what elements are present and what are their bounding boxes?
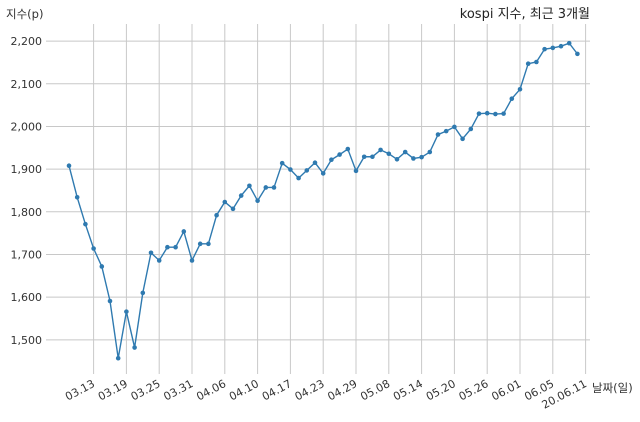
data-point — [99, 264, 105, 269]
data-point — [534, 59, 539, 65]
x-tick-label: 03.19 — [96, 377, 130, 403]
data-point — [140, 290, 146, 296]
x-tick-label: 03.31 — [161, 377, 195, 403]
data-point — [115, 355, 121, 361]
data-point — [493, 111, 498, 117]
x-tick-label: 04.29 — [325, 377, 359, 403]
data-point — [156, 258, 162, 263]
data-point — [370, 154, 375, 160]
data-point — [124, 309, 129, 314]
data-point — [247, 183, 252, 189]
y-tick-label: 2,200 — [11, 35, 43, 48]
data-point — [238, 193, 244, 198]
data-point — [337, 152, 342, 157]
data-point — [517, 87, 523, 92]
data-point — [419, 154, 424, 160]
x-tick-label: 05.20 — [424, 377, 458, 403]
data-point — [386, 151, 392, 157]
data-point — [189, 258, 195, 263]
data-point — [575, 51, 580, 57]
data-point — [132, 345, 137, 350]
grid — [46, 24, 590, 374]
x-tick-label: 05.14 — [391, 377, 425, 403]
x-tick-labels: 03.1303.1903.2503.3104.0604.1004.1704.23… — [63, 377, 589, 411]
data-point — [230, 206, 236, 212]
data-point — [197, 241, 203, 247]
data-point — [206, 241, 211, 247]
series — [66, 40, 580, 361]
y-tick-label: 2,100 — [11, 78, 43, 91]
data-point — [566, 40, 572, 46]
data-point — [279, 160, 285, 166]
data-point — [484, 110, 490, 116]
data-point — [361, 154, 367, 160]
data-point — [443, 128, 449, 134]
y-axis-title: 지수(p) — [6, 7, 43, 21]
data-point — [353, 168, 359, 174]
data-point — [476, 111, 482, 116]
data-point — [550, 45, 556, 51]
data-point — [304, 168, 310, 173]
x-tick-label: 04.17 — [260, 377, 294, 403]
data-point — [296, 175, 301, 181]
data-point — [107, 298, 113, 304]
data-point — [181, 229, 187, 234]
data-point — [435, 132, 441, 137]
data-point — [74, 194, 80, 200]
data-point — [558, 43, 564, 49]
data-point — [66, 163, 72, 169]
x-axis-title: 날짜(일) — [592, 381, 633, 395]
data-point — [255, 198, 260, 204]
x-tick-label: 04.10 — [227, 377, 261, 403]
y-tick-label: 2,000 — [11, 120, 43, 133]
data-point — [468, 126, 474, 132]
data-point — [83, 221, 88, 227]
chart-title: kospi 지수, 최근 3개월 — [460, 7, 590, 22]
x-tick-label: 04.23 — [293, 377, 327, 403]
data-point — [452, 124, 457, 130]
data-point — [320, 171, 326, 176]
data-point — [345, 146, 351, 152]
x-tick-label: 04.06 — [194, 377, 228, 403]
data-point — [91, 246, 96, 251]
x-tick-label: 06.01 — [489, 377, 523, 403]
y-tick-label: 1,500 — [11, 334, 43, 347]
data-point — [173, 244, 178, 250]
data-point — [312, 160, 318, 166]
data-point — [222, 199, 228, 205]
data-point — [509, 96, 515, 101]
data-point — [329, 157, 334, 163]
y-tick-labels: 1,500 1,600 1,700 1,800 1,900 2,000 2,100 2,200 — [11, 35, 43, 347]
data-point — [214, 212, 219, 218]
x-tick-label: 05.08 — [358, 377, 392, 403]
data-point — [411, 156, 416, 161]
data-point — [542, 46, 547, 52]
data-point — [165, 244, 170, 250]
x-tick-label: 03.25 — [129, 377, 163, 403]
data-point — [460, 136, 465, 142]
data-point — [525, 61, 531, 66]
data-point — [378, 147, 383, 153]
data-point — [288, 167, 293, 172]
data-point — [402, 149, 408, 155]
x-tick-label: 05.26 — [457, 377, 491, 403]
y-tick-label: 1,700 — [11, 248, 43, 261]
data-point — [394, 157, 400, 162]
data-point — [148, 250, 154, 256]
y-tick-label: 1,900 — [11, 163, 43, 176]
y-tick-label: 1,800 — [11, 206, 43, 219]
data-point — [501, 111, 506, 116]
data-point — [263, 185, 269, 190]
data-point — [271, 185, 277, 190]
data-point — [427, 149, 433, 155]
x-tick-label: 03.13 — [63, 377, 97, 403]
y-tick-label: 1,600 — [11, 291, 43, 304]
